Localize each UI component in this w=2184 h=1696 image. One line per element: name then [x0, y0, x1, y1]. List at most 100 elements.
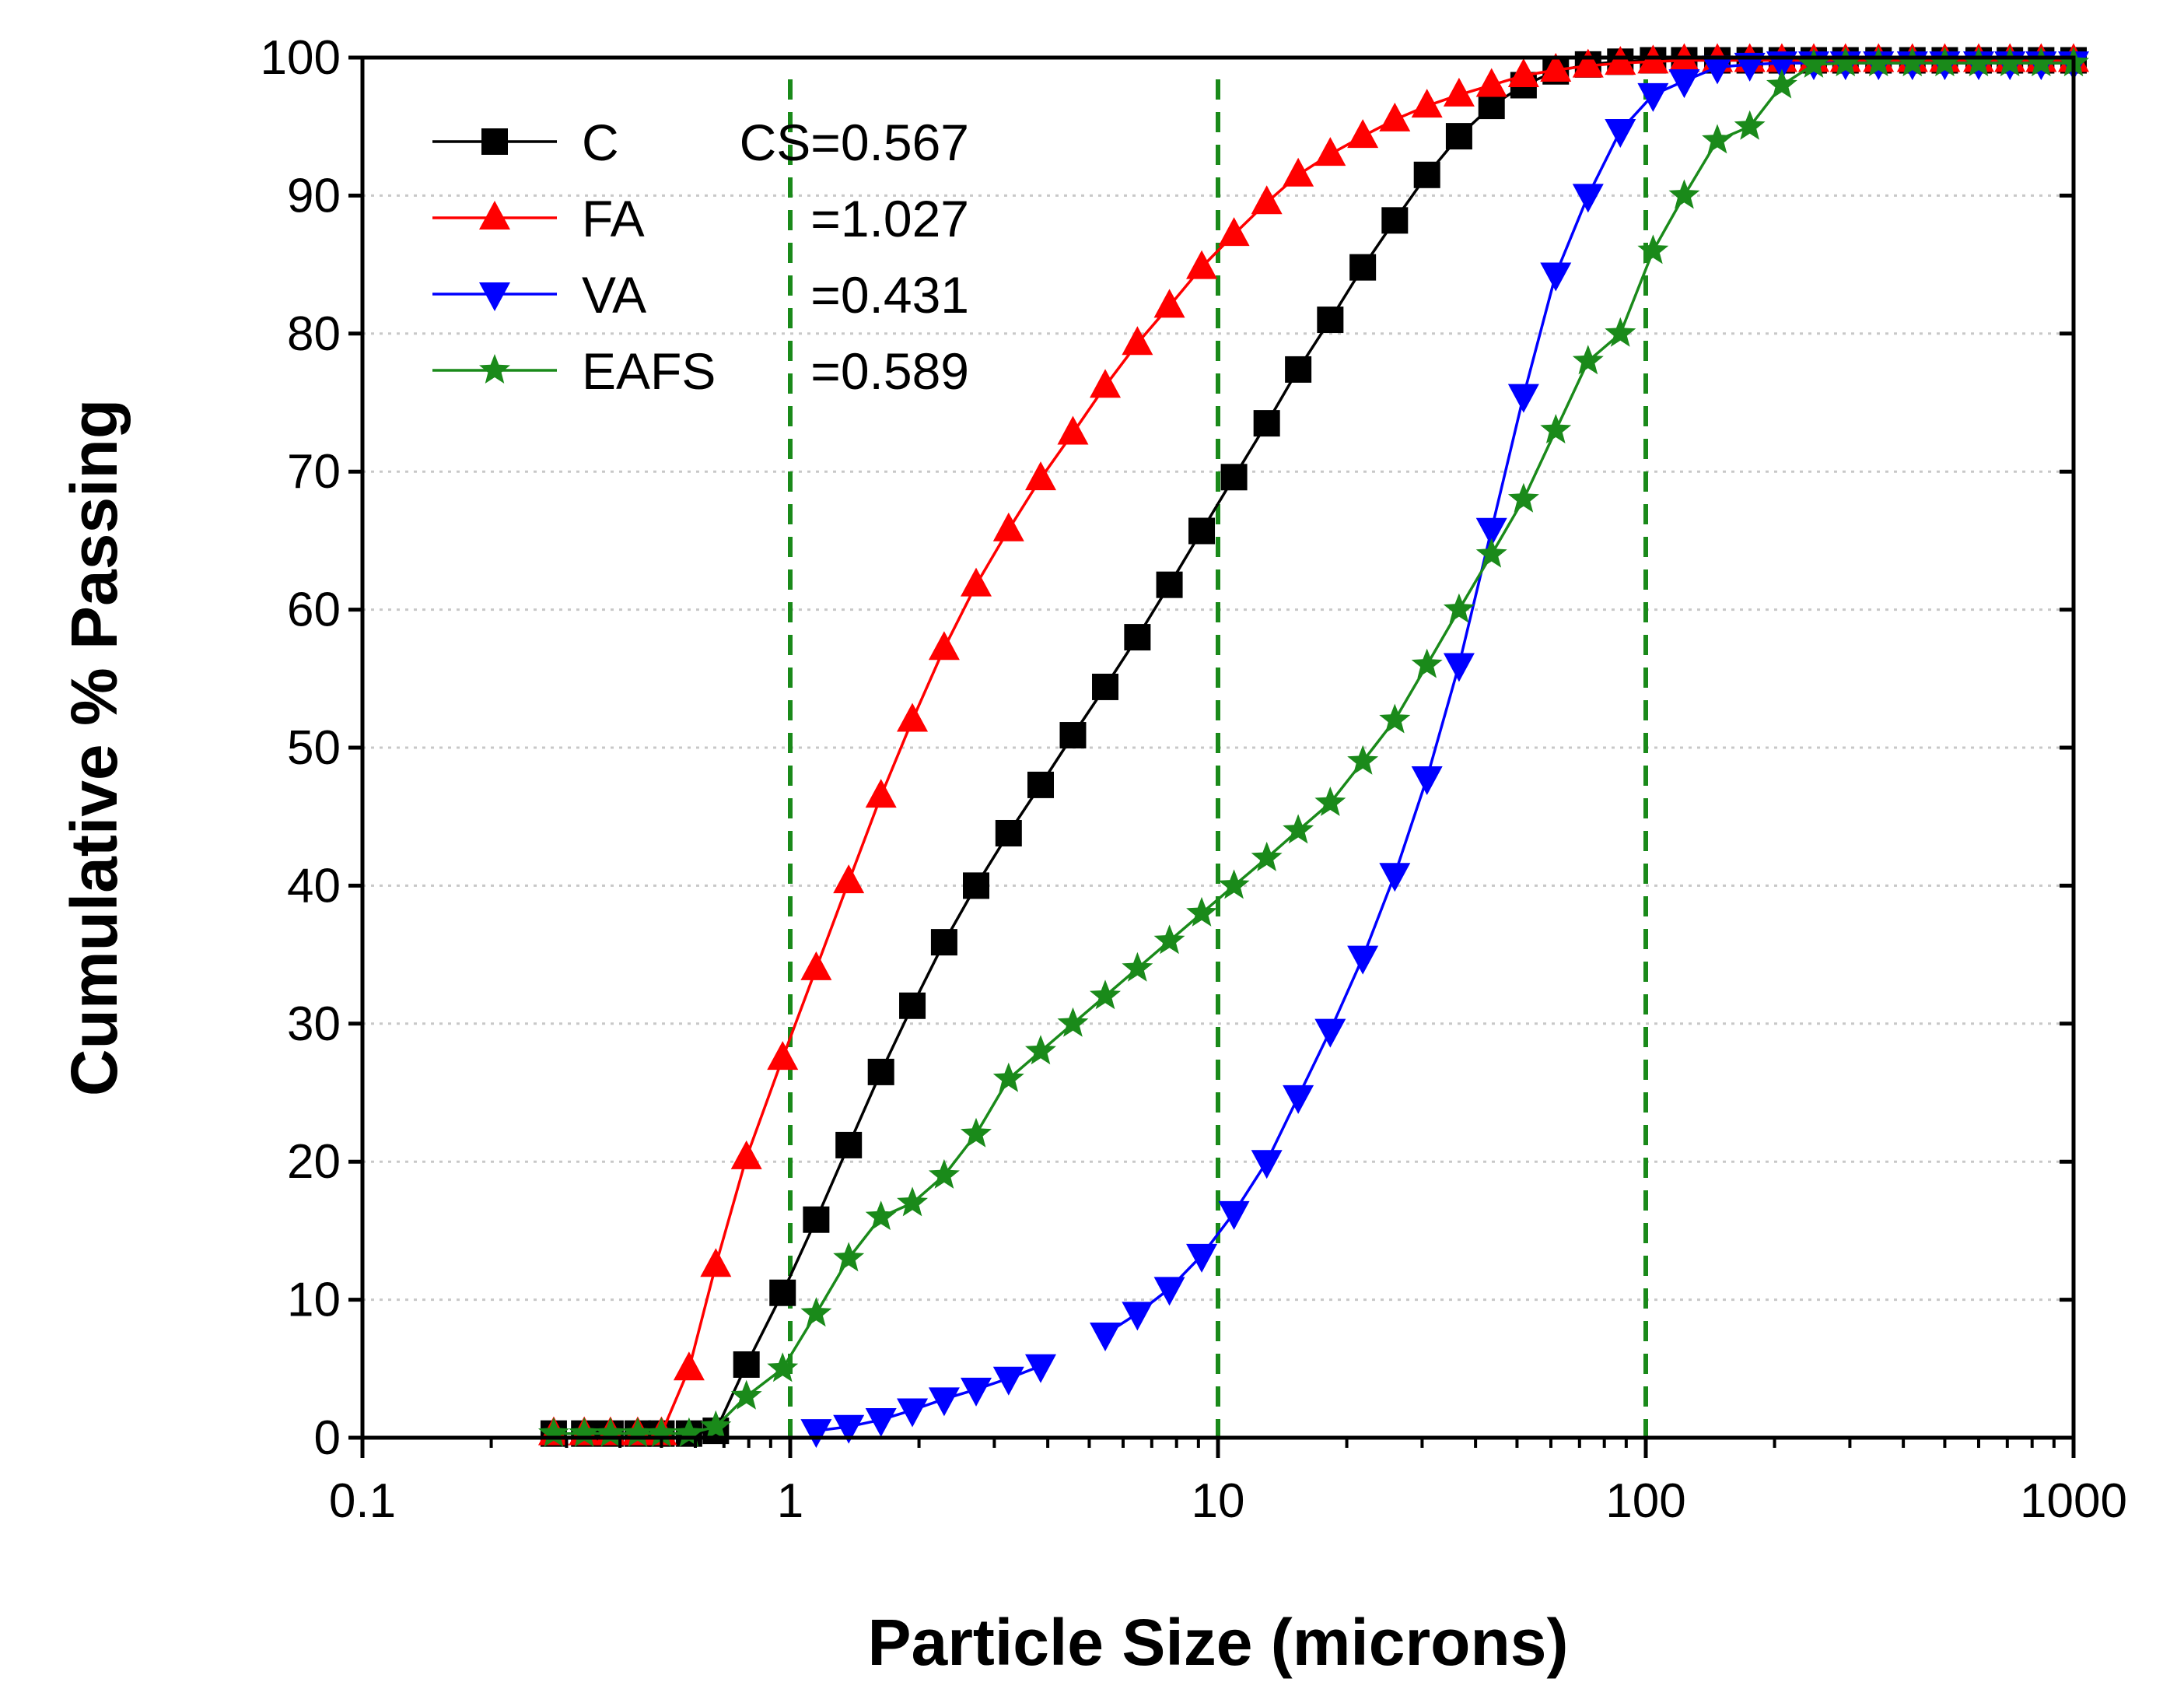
- legend-cs-value-c: CS=0.567: [740, 114, 969, 171]
- data-point-va: [1122, 1302, 1153, 1331]
- data-point-va: [1379, 863, 1411, 892]
- data-point-fa: [1283, 157, 1314, 187]
- data-point-eafs: [1863, 47, 1895, 77]
- data-point-fa: [928, 631, 960, 661]
- data-point-fa: [833, 864, 865, 894]
- legend-cs-value-va: =0.431: [810, 266, 969, 324]
- data-point-eafs: [646, 1417, 677, 1447]
- data-point-c: [1445, 123, 1472, 150]
- data-point-c: [1253, 410, 1280, 437]
- data-point-va: [1347, 945, 1379, 975]
- data-point-eafs: [1734, 110, 1766, 140]
- data-point-va: [1025, 1354, 1057, 1383]
- data-point-fa: [1090, 369, 1122, 398]
- data-point-va: [1734, 52, 1766, 82]
- data-point-eafs: [865, 1200, 897, 1231]
- data-point-va: [1702, 55, 1734, 85]
- legend-marker-c: [481, 128, 508, 155]
- data-point-fa: [1314, 137, 1346, 166]
- data-point-c: [930, 929, 957, 956]
- data-point-eafs: [961, 1117, 992, 1148]
- data-point-fa: [1218, 217, 1250, 247]
- data-point-fa: [1540, 52, 1572, 82]
- data-point-fa: [1411, 89, 1443, 118]
- data-point-eafs: [2025, 47, 2057, 77]
- data-point-eafs: [1379, 703, 1411, 734]
- data-point-c: [867, 1058, 894, 1085]
- data-point-fa: [800, 951, 832, 980]
- data-point-fa: [1186, 250, 1218, 279]
- data-point-fa: [1025, 461, 1057, 491]
- data-point-fa: [1572, 48, 1604, 78]
- data-point-fa: [730, 1140, 762, 1169]
- data-point-eafs: [1896, 47, 1928, 77]
- legend-item-va: VA =0.431: [432, 266, 969, 324]
- data-point-eafs: [1540, 414, 1572, 443]
- data-point-eafs: [1798, 47, 1829, 78]
- y-tick-label: 0: [314, 1411, 341, 1465]
- legend: C CS=0.567 FA =1.027 VA =0.431 EAFS =0.589: [432, 114, 969, 400]
- legend-label-va: VA: [582, 266, 646, 324]
- data-point-va: [897, 1398, 929, 1428]
- legend-marker-va: [479, 282, 510, 311]
- y-tick-label: 70: [287, 445, 341, 499]
- data-point-fa: [1605, 46, 1636, 75]
- data-point-va: [1507, 384, 1539, 413]
- y-tick-label: 40: [287, 859, 341, 913]
- data-point-va: [1186, 1243, 1218, 1273]
- x-tick-label: 1000: [2020, 1474, 2127, 1528]
- data-point-eafs: [538, 1417, 569, 1447]
- data-point-va: [1668, 69, 1700, 99]
- data-point-c: [1478, 93, 1505, 120]
- data-point-eafs: [700, 1410, 732, 1440]
- data-point-fa: [961, 567, 992, 597]
- data-point-eafs: [1251, 841, 1283, 871]
- data-point-fa: [1379, 102, 1411, 131]
- data-point-va: [1411, 766, 1443, 796]
- data-point-c: [733, 1351, 760, 1378]
- data-point-c: [995, 819, 1022, 846]
- data-point-eafs: [1218, 869, 1250, 899]
- series-layer: [537, 43, 2089, 1449]
- legend-label-eafs: EAFS: [582, 342, 716, 400]
- data-point-eafs: [1766, 68, 1797, 99]
- data-point-va: [1153, 1277, 1185, 1306]
- y-tick-label: 10: [287, 1274, 341, 1327]
- data-point-fa: [1507, 58, 1539, 88]
- x-tick-label: 100: [1605, 1474, 1685, 1528]
- data-point-va: [1090, 1322, 1122, 1351]
- data-point-eafs: [928, 1158, 960, 1189]
- data-point-eafs: [1994, 47, 2026, 77]
- y-tick-label: 30: [287, 997, 341, 1051]
- data-point-c: [1059, 722, 1087, 749]
- data-point-eafs: [800, 1297, 832, 1327]
- data-point-c: [1285, 356, 1312, 383]
- data-point-c: [1317, 307, 1344, 334]
- y-tick-label: 80: [287, 307, 341, 361]
- data-point-c: [1220, 464, 1248, 491]
- data-point-fa: [897, 703, 929, 732]
- axes: 0 10 20 30 40 50 60 70 80 90 100 0.1 1 10 100 1000: [261, 31, 2127, 1528]
- data-point-eafs: [1057, 1007, 1089, 1037]
- data-point-c: [1381, 207, 1409, 234]
- data-point-eafs: [1153, 924, 1185, 955]
- data-point-eafs: [1347, 745, 1379, 775]
- data-point-va: [961, 1377, 992, 1407]
- y-tick-label: 90: [287, 169, 341, 223]
- data-point-eafs: [1411, 648, 1443, 678]
- y-tick-label: 100: [261, 31, 341, 85]
- legend-item-fa: FA =1.027: [432, 190, 969, 247]
- data-point-eafs: [1668, 179, 1700, 209]
- x-tick-label: 0.1: [329, 1474, 396, 1528]
- data-point-c: [899, 992, 926, 1019]
- data-point-eafs: [621, 1417, 653, 1447]
- data-point-va: [1314, 1018, 1346, 1048]
- data-point-va: [1637, 82, 1669, 112]
- data-point-eafs: [1122, 951, 1153, 982]
- legend-item-eafs: EAFS =0.589: [432, 342, 969, 400]
- data-point-eafs: [1314, 787, 1346, 816]
- data-point-eafs: [1283, 814, 1314, 844]
- y-tick-label: 60: [287, 583, 341, 637]
- data-point-c: [963, 872, 990, 899]
